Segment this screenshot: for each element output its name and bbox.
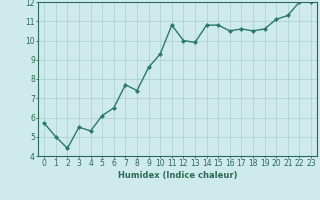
- X-axis label: Humidex (Indice chaleur): Humidex (Indice chaleur): [118, 171, 237, 180]
